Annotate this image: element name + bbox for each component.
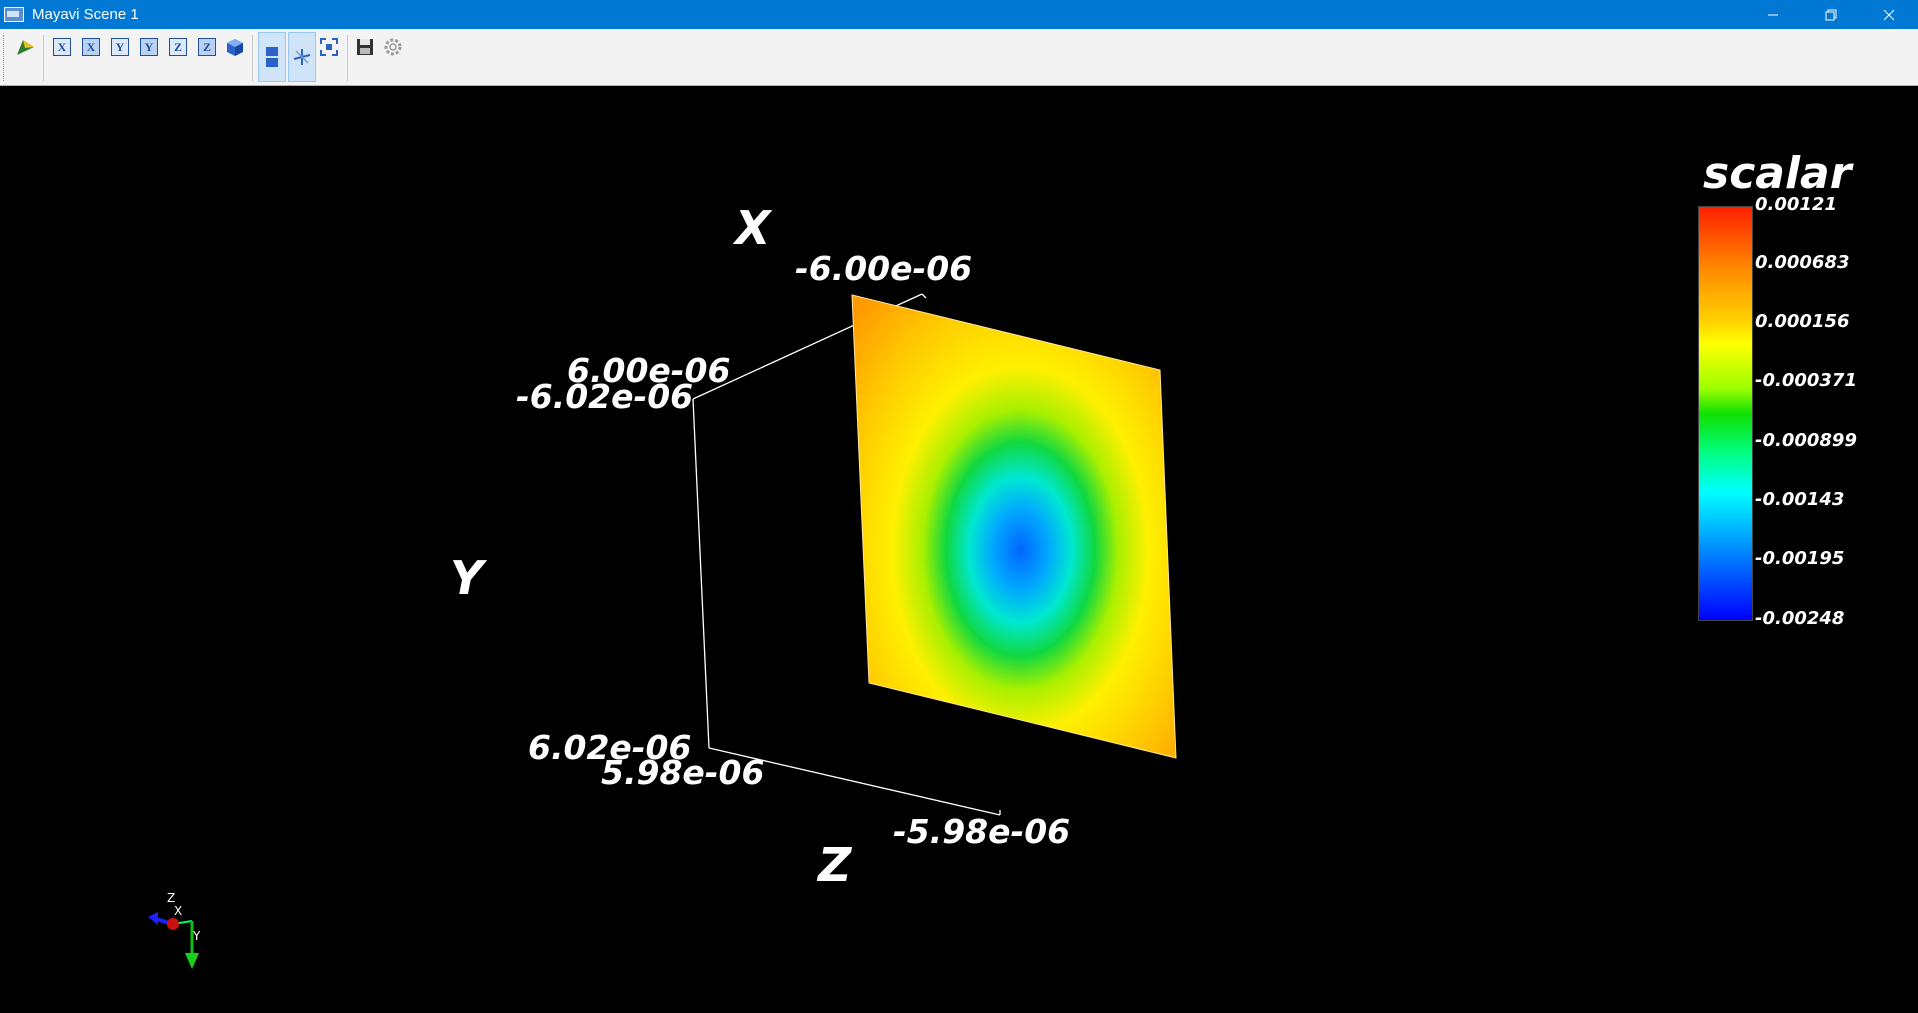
toolbar-separator [347, 35, 348, 81]
x-tick-label: 6.00e-06 [567, 351, 731, 390]
colorbar-tick: -0.00248 [1755, 608, 1845, 629]
scene-viewport[interactable]: X Y Z -6.00e-06 6.00e-06 -6.02e-06 6.02e… [0, 86, 1918, 1013]
view-y-minus-button[interactable]: Y [136, 33, 162, 61]
y-plus-view-icon: Y [111, 38, 129, 56]
save-icon [357, 39, 373, 55]
view-x-minus-button[interactable]: X [78, 33, 104, 61]
title-bar: Mayavi Scene 1 [0, 0, 1918, 29]
window-controls [1744, 0, 1918, 29]
orientation-y-label: Y [193, 929, 201, 943]
close-icon [1883, 9, 1895, 20]
view-y-plus-button[interactable]: Y [107, 33, 133, 61]
colorbar-tick: 0.00121 [1755, 194, 1837, 215]
restore-icon [1825, 9, 1837, 20]
isometric-cube-icon [227, 39, 243, 56]
full-screen-icon [320, 38, 338, 56]
z-minus-view-icon: Z [198, 38, 216, 56]
z-plus-view-icon: Z [169, 38, 187, 56]
toolbar-separator [43, 35, 44, 81]
toolbar-grip[interactable] [3, 35, 7, 81]
gear-icon [384, 38, 402, 56]
colorbar-tick: -0.00195 [1755, 548, 1845, 569]
view-z-minus-button[interactable]: Z [194, 33, 220, 61]
y-minus-view-icon: Y [140, 38, 158, 56]
orientation-z-label: Z [167, 891, 176, 905]
z-axis-title: Z [818, 838, 852, 892]
minimize-icon [1768, 14, 1778, 15]
colorbar-tick: -0.000371 [1755, 370, 1857, 391]
y-tick-label: -6.02e-06 [516, 377, 694, 416]
scene-render [692, 293, 1177, 816]
view-z-plus-button[interactable]: Z [165, 33, 191, 61]
orientation-axes-icon [148, 912, 199, 969]
view-x-plus-button[interactable]: X [49, 33, 75, 61]
pipeline-button[interactable] [12, 33, 38, 61]
restore-button[interactable] [1802, 0, 1860, 29]
colorbar-tick: -0.000899 [1755, 430, 1857, 451]
x-minus-view-icon: X [82, 38, 100, 56]
toolbar-separator [252, 35, 253, 81]
window-title: Mayavi Scene 1 [32, 6, 139, 23]
colorbar-title: scalar [1703, 148, 1852, 199]
mayavi-pipeline-icon [17, 40, 34, 55]
colorbar-tick: -0.00143 [1755, 489, 1845, 510]
close-button[interactable] [1860, 0, 1918, 29]
z-tick-label: -5.98e-06 [893, 812, 1071, 851]
y-tick-label: 6.02e-06 [528, 728, 692, 767]
orientation-axes: Z X Y [140, 891, 210, 981]
scene-toolbar: X X Y Y Z Z [0, 29, 1918, 86]
app-icon [4, 7, 24, 22]
x-plus-view-icon: X [53, 38, 71, 56]
y-axis-title: Y [450, 551, 484, 605]
minimize-button[interactable] [1744, 0, 1802, 29]
z-tick-label: 5.98e-06 [601, 753, 765, 792]
axes-icon [293, 49, 311, 65]
isometric-view-button[interactable] [222, 33, 248, 61]
configure-scene-button[interactable] [380, 33, 406, 61]
parallel-projection-toggle[interactable] [258, 32, 286, 82]
colorbar [1698, 206, 1753, 621]
scalar-surface [851, 294, 1177, 759]
colorbar-tick: 0.000156 [1755, 311, 1850, 332]
save-scene-button[interactable] [352, 33, 378, 61]
axes-toggle[interactable] [288, 32, 316, 82]
x-axis-title: X [735, 201, 771, 255]
parallel-projection-icon [266, 47, 278, 67]
orientation-x-label: X [174, 904, 183, 918]
colorbar-tick: 0.000683 [1755, 252, 1850, 273]
full-screen-button[interactable] [316, 33, 342, 61]
x-tick-label: -6.00e-06 [795, 249, 973, 288]
